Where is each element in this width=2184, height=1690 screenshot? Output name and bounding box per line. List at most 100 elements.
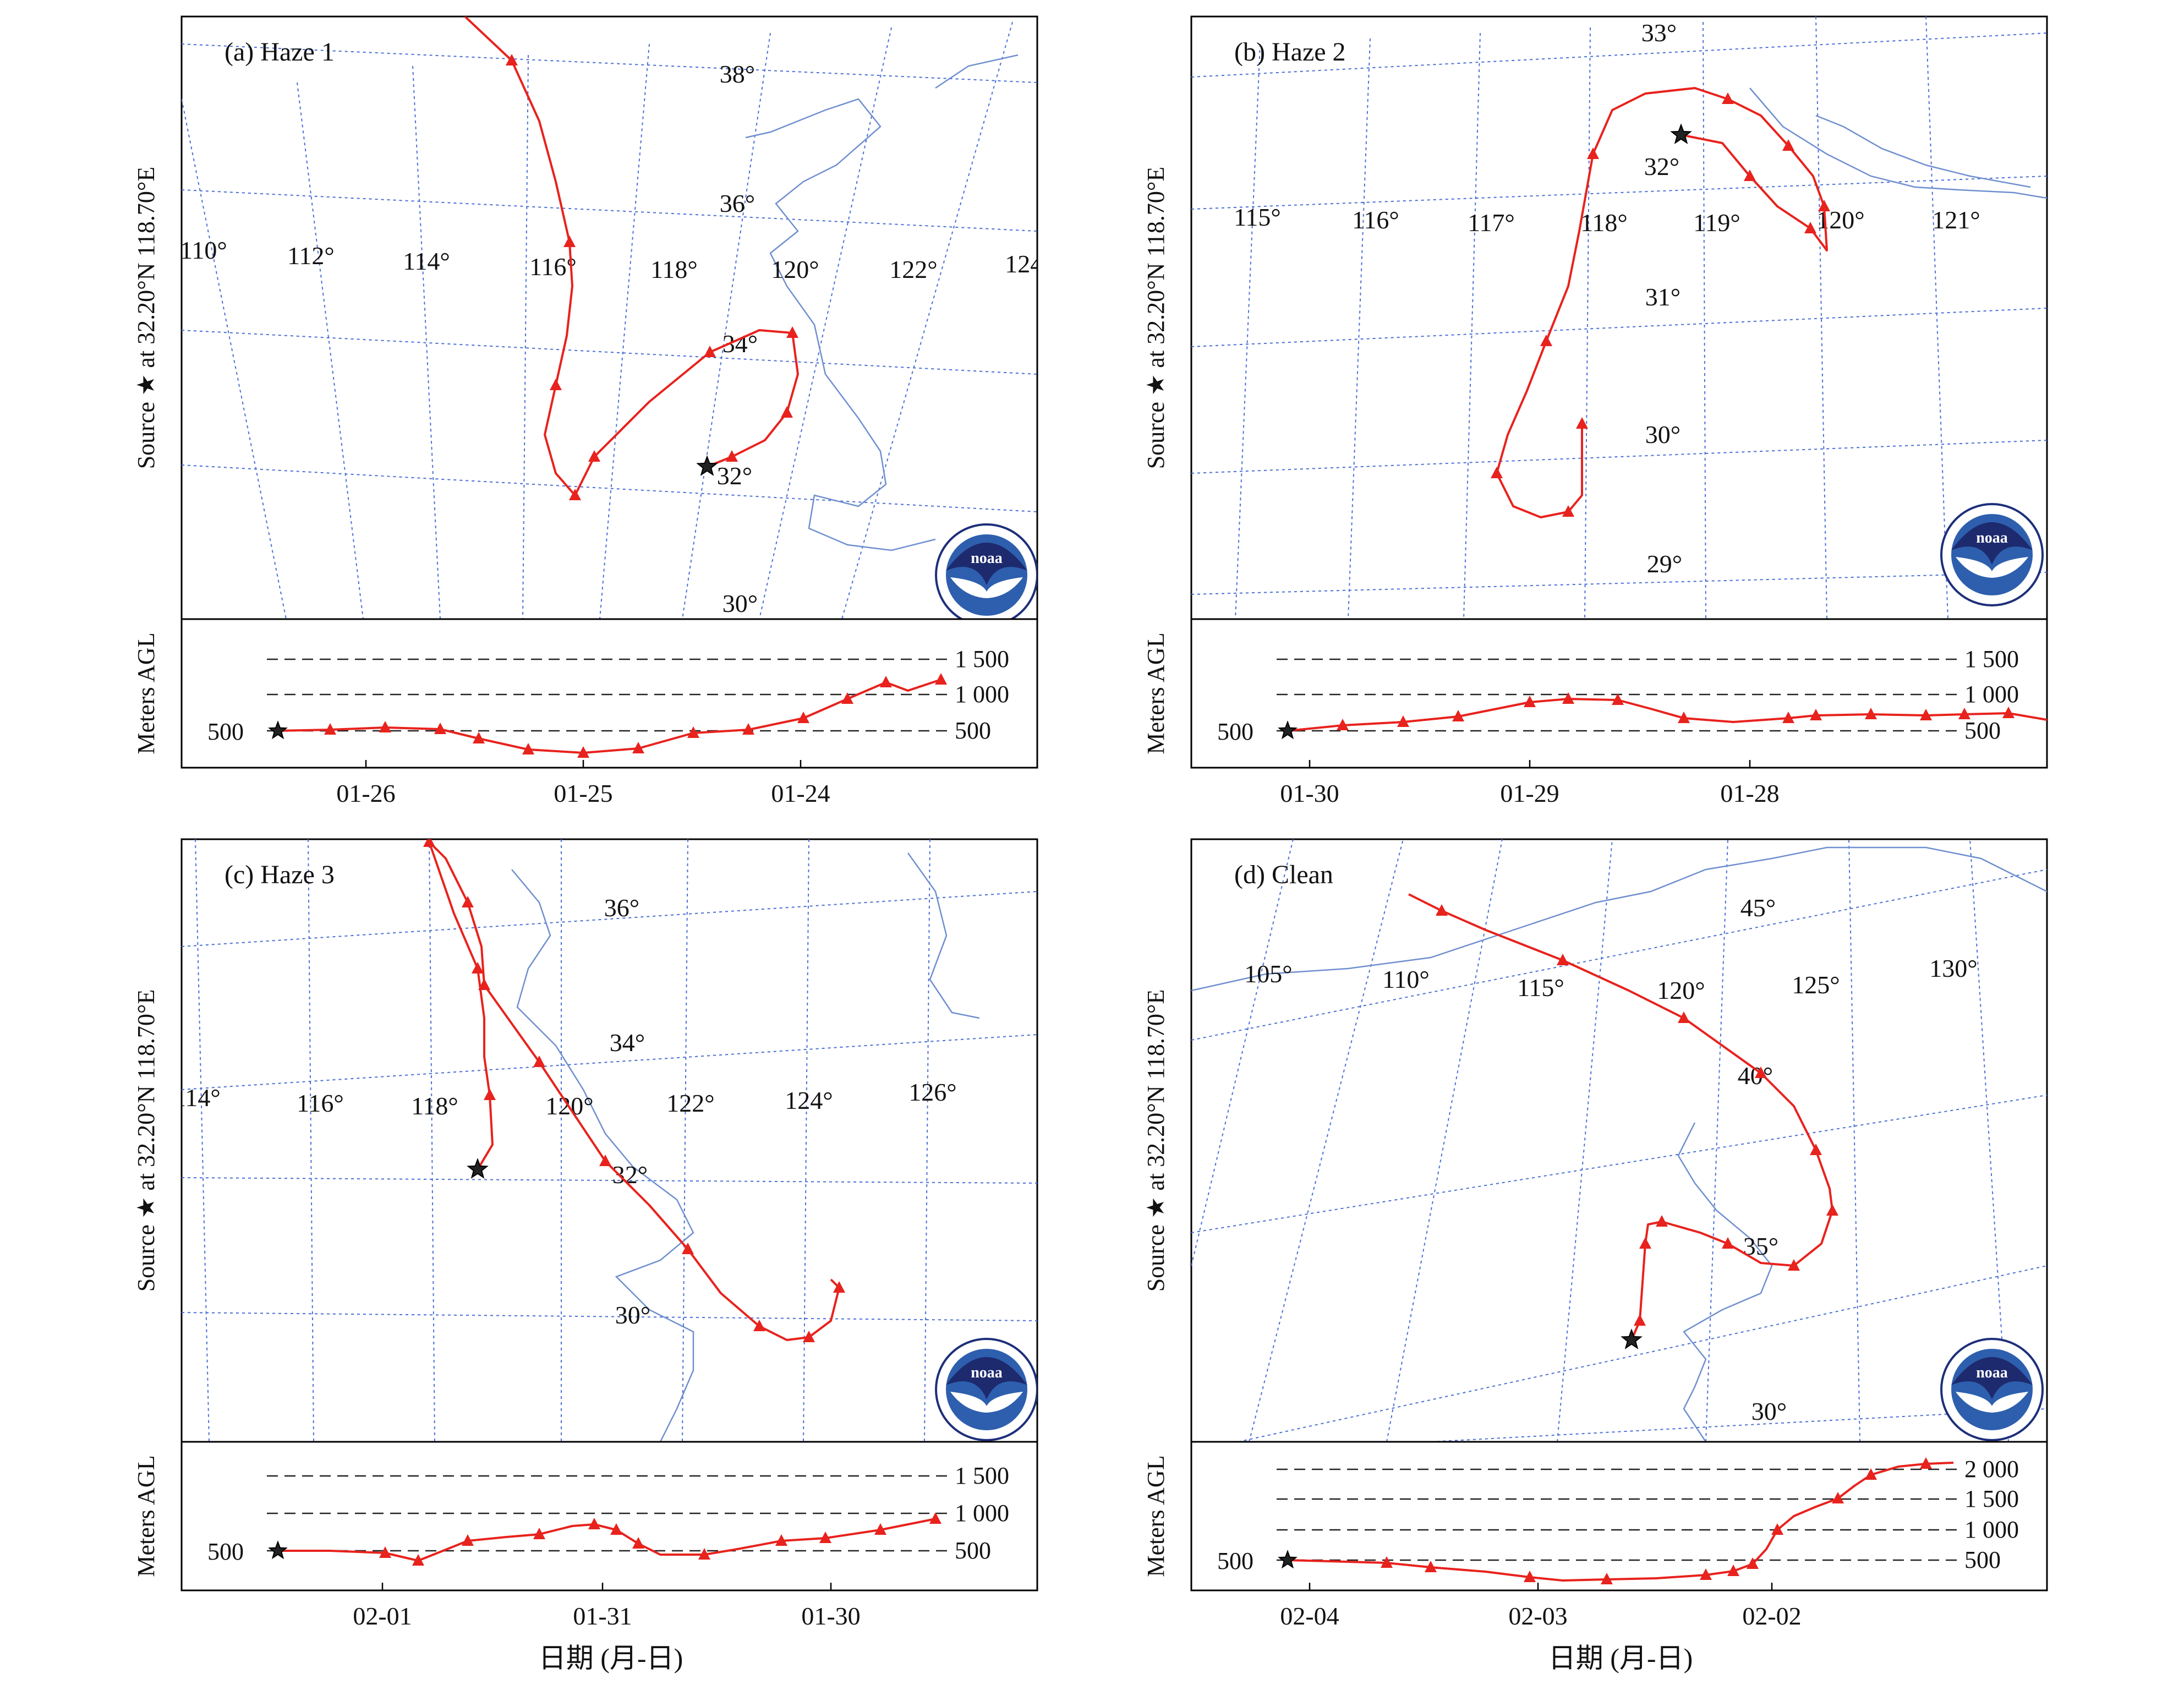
- height-marker: [775, 1534, 787, 1546]
- longitude-label: 118°: [650, 255, 698, 283]
- meridian-gridline: [1703, 21, 1706, 619]
- height-marker: [1771, 1523, 1783, 1535]
- trajectory-marker: [1722, 92, 1734, 104]
- latitude-label: 30°: [615, 1301, 650, 1329]
- height-marker: [880, 676, 892, 687]
- longitude-label: 110°: [180, 236, 227, 264]
- noaa-logo-text: noaa: [971, 550, 1003, 567]
- meridian-gridline: [182, 99, 287, 619]
- height-y-axis-label: Meters AGL: [133, 632, 160, 754]
- date-tick-label: 01-29: [1500, 779, 1559, 807]
- panel-title: (d) Clean: [1234, 860, 1333, 889]
- trajectory-marker: [1782, 139, 1794, 151]
- trajectory-marker: [1804, 222, 1816, 233]
- panel-b: 115° 116° 117° 118° 119° 120° 121°33°32°31°30°…: [1142, 15, 2048, 807]
- longitude-label: 116°: [297, 1089, 344, 1117]
- height-frame: [180, 618, 1038, 769]
- map-area: 105° 110° 115° 120° 125°130°45°40°35°30°noaa: [1191, 839, 2047, 1442]
- meridian-gridline: [412, 65, 441, 619]
- height-marker: [577, 746, 589, 758]
- noaa-logo-icon: noaa: [935, 523, 1037, 619]
- latitude-label: 36°: [720, 189, 755, 217]
- height-tick-label: 500: [955, 1537, 991, 1564]
- panel-title: (a) Haze 1: [225, 37, 335, 67]
- latitude-label: 32°: [717, 462, 752, 490]
- trajectory-marker: [472, 962, 484, 973]
- coastline: [745, 98, 936, 551]
- noaa-logo-gull: [1956, 557, 2028, 578]
- trajectory-marker: [1491, 467, 1503, 478]
- longitude-label: 122°: [889, 255, 937, 283]
- height-marker: [1397, 715, 1409, 727]
- height-marker: [1524, 696, 1536, 707]
- trajectory-marker: [533, 1055, 545, 1067]
- parallel-gridline: [1191, 869, 2047, 1041]
- trajectory-marker: [781, 406, 793, 418]
- noaa-logo-top: [946, 543, 1027, 585]
- height-marker: [1782, 712, 1794, 723]
- height-marker: [797, 712, 809, 723]
- height-marker: [1337, 719, 1349, 730]
- longitude-label: 118°: [411, 1092, 458, 1120]
- longitude-label: 114°: [403, 247, 450, 275]
- meridian-gridline: [759, 27, 892, 619]
- trajectory-marker: [803, 1331, 815, 1342]
- height-marker: [1920, 1457, 1932, 1469]
- coastline: [907, 852, 980, 1019]
- date-tick-label: 02-01: [353, 1602, 412, 1630]
- height-tick-label: 500: [955, 717, 991, 744]
- height-marker: [1920, 709, 1932, 720]
- height-trajectory: [1287, 1462, 1954, 1582]
- height-marker: [1678, 712, 1690, 723]
- trajectory-marker: [550, 379, 562, 390]
- source-star-icon: [467, 1158, 489, 1179]
- trajectory-marker: [753, 1320, 765, 1331]
- height-frame: [1190, 618, 2048, 769]
- trajectory-marker: [726, 450, 738, 462]
- source-height-label: 500: [207, 718, 244, 745]
- trajectory-marker: [1634, 1314, 1646, 1326]
- height-tick-label: 1 500: [955, 1462, 1009, 1489]
- longitude-label: 117°: [1468, 209, 1515, 237]
- trajectory-marker: [1826, 1204, 1838, 1216]
- parallel-gridline: [182, 1034, 1037, 1090]
- trajectory-marker: [423, 839, 435, 847]
- latitude-label: 31°: [1645, 283, 1681, 311]
- date-tick-label: 01-30: [1280, 779, 1339, 807]
- longitude-label: 115°: [1517, 973, 1564, 1002]
- latitude-label: 32°: [1644, 152, 1679, 181]
- latitude-label: 36°: [604, 894, 639, 922]
- trajectory-marker: [462, 896, 474, 907]
- height-marker: [632, 1537, 644, 1549]
- noaa-logo-icon: noaa: [1940, 503, 2044, 606]
- height-y-axis-label: Meters AGL: [1142, 632, 1169, 754]
- latitude-label: 34°: [610, 1029, 645, 1057]
- longitude-label: 122°: [666, 1089, 714, 1117]
- height-tick-label: 1 000: [1964, 1516, 2019, 1543]
- map-y-axis-label: Source ★ at 32.20°N 118.70°E: [1142, 167, 1169, 469]
- source-star-icon: [268, 1540, 288, 1560]
- trajectory-marker: [1562, 505, 1574, 517]
- longitude-label: 119°: [1693, 209, 1740, 237]
- height-marker: [2002, 707, 2015, 718]
- meridian-gridline: [1191, 839, 1294, 1266]
- latitude-label: 40°: [1738, 1062, 1773, 1090]
- source-height-label: 500: [1217, 718, 1254, 745]
- trajectory-marker: [563, 236, 576, 247]
- height-marker: [929, 1512, 942, 1524]
- source-star-icon: [1621, 1328, 1643, 1349]
- height-marker: [533, 1528, 545, 1539]
- source-height-label: 500: [207, 1538, 244, 1565]
- height-marker: [1612, 693, 1624, 705]
- trajectory-marker: [599, 1155, 611, 1166]
- map-frame: [1190, 838, 2048, 1443]
- noaa-logo-icon: noaa: [1940, 1338, 2044, 1441]
- longitude-label: 115°: [1234, 203, 1281, 231]
- noaa-logo-gull: [950, 577, 1023, 598]
- height-marker: [522, 743, 534, 754]
- longitude-label: 118°: [1580, 209, 1628, 237]
- height-marker: [434, 723, 446, 734]
- height-marker: [1865, 1468, 1877, 1480]
- trajectory-marker: [1540, 335, 1552, 346]
- latitude-label: 38°: [720, 60, 755, 88]
